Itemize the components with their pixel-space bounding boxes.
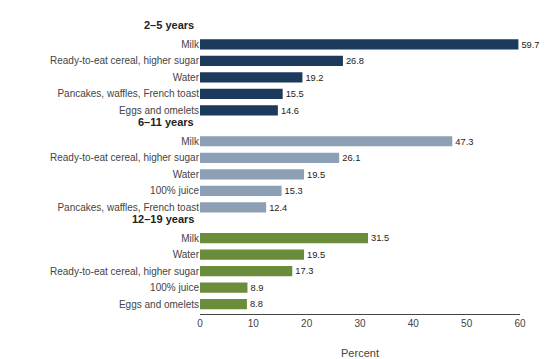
svg-text:6–11 years: 6–11 years [138, 116, 194, 128]
svg-text:Pancakes, waffles, French toas: Pancakes, waffles, French toast [57, 202, 199, 213]
svg-text:Milk: Milk [181, 39, 200, 50]
svg-text:Water: Water [173, 249, 200, 260]
svg-text:19.2: 19.2 [305, 73, 323, 83]
svg-text:26.1: 26.1 [342, 153, 360, 163]
svg-text:14.6: 14.6 [281, 106, 299, 116]
svg-text:Milk: Milk [181, 233, 200, 244]
svg-text:59.7: 59.7 [521, 40, 539, 50]
svg-text:15.3: 15.3 [285, 186, 303, 196]
svg-text:8.9: 8.9 [250, 283, 263, 293]
svg-text:50: 50 [461, 318, 473, 329]
svg-text:Ready-to-eat cereal, higher su: Ready-to-eat cereal, higher sugar [50, 55, 200, 66]
svg-text:100% juice: 100% juice [150, 185, 199, 196]
svg-text:100% juice: 100% juice [150, 282, 199, 293]
svg-text:19.5: 19.5 [307, 170, 325, 180]
svg-text:15.5: 15.5 [286, 89, 304, 99]
svg-text:Percent: Percent [341, 347, 379, 359]
svg-text:Ready-to-eat cereal, higher su: Ready-to-eat cereal, higher sugar [50, 266, 200, 277]
svg-text:Water: Water [173, 169, 200, 180]
svg-text:Ready-to-eat cereal, higher su: Ready-to-eat cereal, higher sugar [50, 152, 200, 163]
svg-text:Pancakes, waffles, French toas: Pancakes, waffles, French toast [57, 88, 199, 99]
svg-text:60: 60 [514, 318, 526, 329]
svg-text:10: 10 [248, 318, 260, 329]
svg-text:12.4: 12.4 [269, 203, 287, 213]
svg-text:2–5 years: 2–5 years [144, 19, 194, 31]
svg-text:0: 0 [197, 318, 203, 329]
svg-text:26.8: 26.8 [346, 56, 364, 66]
svg-text:Water: Water [173, 72, 200, 83]
svg-text:31.5: 31.5 [371, 233, 389, 243]
svg-text:30: 30 [354, 318, 366, 329]
svg-text:20: 20 [301, 318, 313, 329]
svg-text:47.3: 47.3 [455, 137, 473, 147]
svg-text:Milk: Milk [181, 136, 200, 147]
svg-text:19.5: 19.5 [307, 250, 325, 260]
svg-text:Eggs and omelets: Eggs and omelets [119, 299, 199, 310]
svg-text:12–19 years: 12–19 years [132, 213, 194, 225]
svg-text:17.3: 17.3 [295, 266, 313, 276]
svg-text:40: 40 [408, 318, 420, 329]
svg-text:8.8: 8.8 [250, 299, 263, 309]
svg-text:Eggs and omelets: Eggs and omelets [119, 105, 199, 116]
